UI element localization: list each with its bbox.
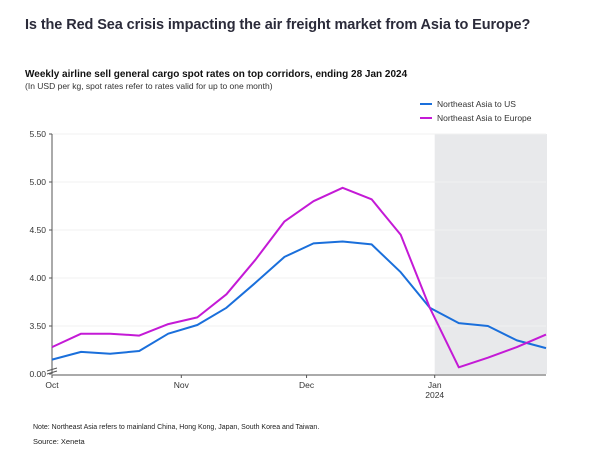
- source-note: Source: Xeneta: [33, 437, 85, 446]
- y-tick-label: 4.50: [29, 225, 46, 235]
- legend-swatch-us: [420, 103, 432, 105]
- series-line-us: [51, 240, 547, 361]
- legend-swatch-europe: [420, 117, 432, 119]
- x-tick-label: Jan: [428, 380, 442, 390]
- y-tick-label: 5.00: [29, 177, 46, 187]
- y-tick-label: 0.00: [29, 369, 46, 379]
- chart-subtitle: Weekly airline sell general cargo spot r…: [25, 69, 408, 80]
- legend-item-europe: Northeast Asia to Europe: [420, 111, 532, 125]
- legend: Northeast Asia to US Northeast Asia to E…: [420, 97, 532, 125]
- legend-label-europe: Northeast Asia to Europe: [437, 113, 532, 123]
- y-tick-label: 3.50: [29, 321, 46, 331]
- footnote: Note: Northeast Asia refers to mainland …: [33, 424, 320, 431]
- y-tick-label: 5.50: [29, 129, 46, 139]
- legend-label-us: Northeast Asia to US: [437, 99, 516, 109]
- chart-unit-note: (In USD per kg, spot rates refer to rate…: [25, 81, 273, 91]
- y-tick-label: 4.00: [29, 273, 46, 283]
- axis-break-icon: [46, 367, 58, 375]
- x-tick-label: Nov: [174, 380, 190, 390]
- x-tick-sublabel: 2024: [425, 390, 444, 400]
- x-tick-label: Dec: [299, 380, 315, 390]
- forecast-shaded-region: [434, 134, 547, 374]
- x-tick-label: Oct: [45, 380, 59, 390]
- legend-item-us: Northeast Asia to US: [420, 97, 532, 111]
- series-line-europe: [51, 186, 547, 369]
- chart-title: Is the Red Sea crisis impacting the air …: [25, 17, 531, 33]
